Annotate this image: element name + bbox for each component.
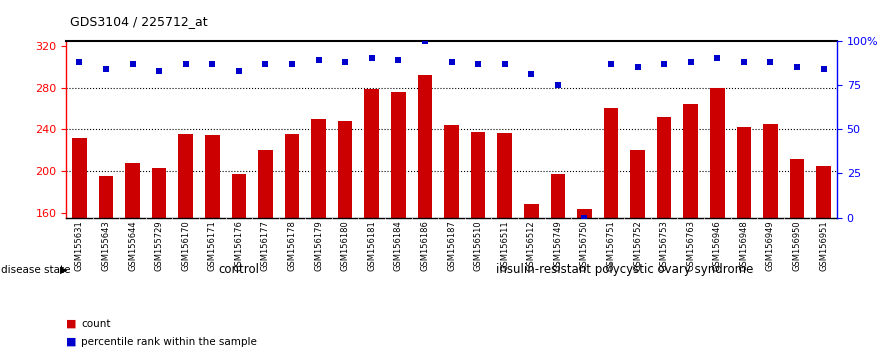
Bar	[418, 75, 433, 354]
Point	[551, 82, 565, 88]
Bar	[205, 136, 219, 354]
Text: count: count	[81, 319, 110, 329]
Point	[498, 61, 512, 67]
Bar	[737, 127, 751, 354]
Text: ■: ■	[66, 319, 77, 329]
Point	[99, 66, 113, 72]
Bar	[710, 87, 725, 354]
Point	[152, 68, 167, 74]
Bar	[763, 124, 778, 354]
Point	[205, 61, 219, 67]
Text: GDS3104 / 225712_at: GDS3104 / 225712_at	[70, 15, 208, 28]
Point	[471, 61, 485, 67]
Point	[817, 66, 831, 72]
Point	[338, 59, 352, 65]
Bar	[577, 209, 592, 354]
Point	[710, 56, 724, 61]
Bar	[470, 132, 485, 354]
Point	[391, 57, 405, 63]
Bar	[391, 92, 405, 354]
Point	[365, 56, 379, 61]
Point	[684, 59, 698, 65]
Point	[258, 61, 272, 67]
Point	[285, 61, 299, 67]
Point	[604, 61, 618, 67]
Point	[631, 64, 645, 70]
Point	[737, 59, 751, 65]
Bar	[498, 133, 512, 354]
Point	[418, 38, 432, 44]
Text: control: control	[218, 263, 259, 276]
Text: disease state: disease state	[1, 265, 70, 275]
Bar	[232, 174, 246, 354]
Bar	[365, 88, 379, 354]
Bar	[657, 117, 671, 354]
Text: ▶: ▶	[60, 265, 68, 275]
Bar	[258, 150, 273, 354]
Text: percentile rank within the sample: percentile rank within the sample	[81, 337, 257, 347]
Bar	[338, 121, 352, 354]
Bar	[152, 168, 167, 354]
Point	[72, 59, 86, 65]
Bar	[817, 166, 831, 354]
Text: ■: ■	[66, 337, 77, 347]
Bar	[125, 162, 140, 354]
Point	[524, 72, 538, 77]
Bar	[178, 135, 193, 354]
Point	[179, 61, 193, 67]
Bar	[684, 104, 698, 354]
Bar	[603, 108, 618, 354]
Point	[312, 57, 326, 63]
Point	[577, 215, 591, 221]
Point	[232, 68, 246, 74]
Bar	[311, 119, 326, 354]
Point	[444, 59, 458, 65]
Bar	[99, 176, 114, 354]
Point	[790, 64, 804, 70]
Bar	[630, 150, 645, 354]
Point	[764, 59, 778, 65]
Text: insulin-resistant polycystic ovary syndrome: insulin-resistant polycystic ovary syndr…	[496, 263, 753, 276]
Bar	[551, 174, 565, 354]
Bar	[72, 138, 86, 354]
Bar	[285, 135, 300, 354]
Point	[657, 61, 671, 67]
Bar	[444, 125, 459, 354]
Bar	[789, 159, 804, 354]
Point	[125, 61, 139, 67]
Bar	[524, 204, 538, 354]
